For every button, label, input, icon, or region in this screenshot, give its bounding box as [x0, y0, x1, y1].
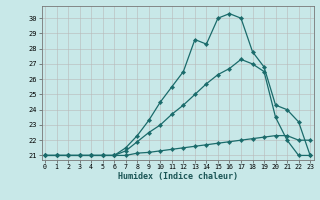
X-axis label: Humidex (Indice chaleur): Humidex (Indice chaleur) — [118, 172, 237, 181]
